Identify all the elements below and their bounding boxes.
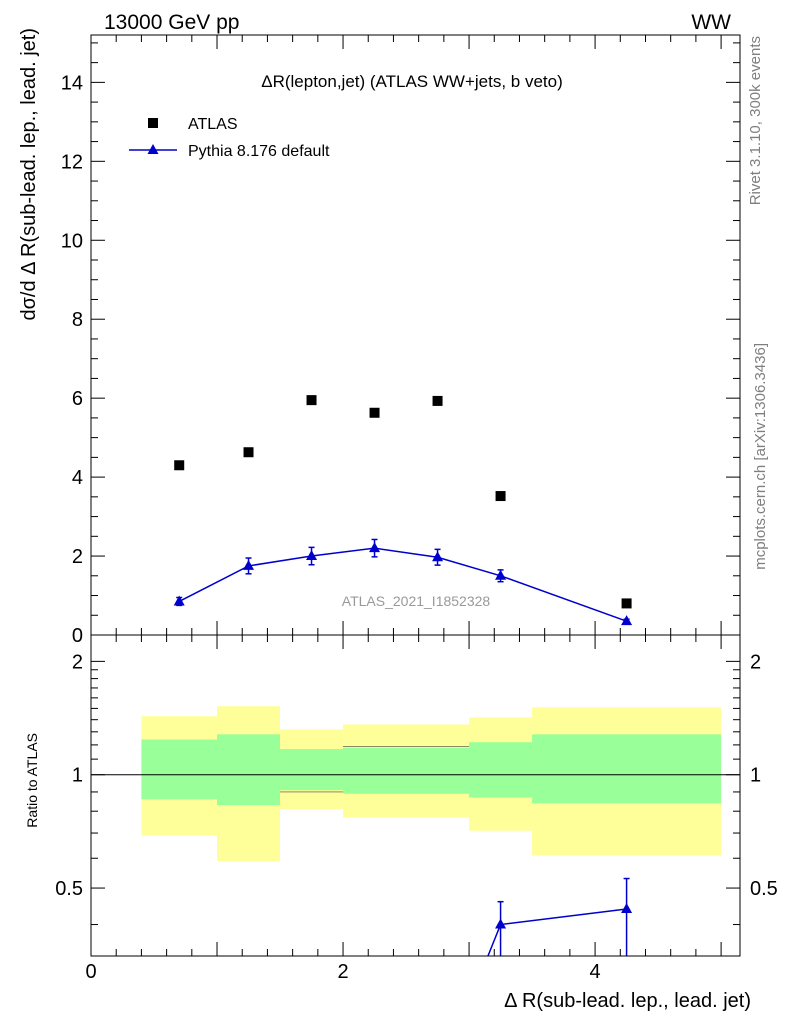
green-band: [141, 739, 218, 800]
green-band: [469, 742, 533, 798]
ratio-y-tick-label: 1: [72, 765, 83, 787]
main-y-tick-label: 8: [72, 309, 83, 331]
main-y-tick-label: 2: [72, 546, 83, 568]
watermark: ATLAS_2021_I1852328: [342, 593, 491, 609]
legend-pythia-marker: [147, 144, 159, 154]
atlas-point: [243, 447, 254, 458]
main-y-tick-label: 6: [72, 388, 83, 410]
atlas-point: [306, 395, 317, 406]
atlas-point: [369, 407, 380, 418]
ratio-pythia-point: [495, 918, 507, 929]
main-y-tick-label: 14: [61, 72, 83, 94]
ratio-bands: [91, 706, 740, 861]
pythia-point: [243, 559, 255, 570]
ratio-y-tick-label-right: 1: [750, 765, 761, 787]
ratio-pythia-point: [621, 902, 633, 913]
ratio-y-tick-label: 0.5: [55, 878, 83, 900]
y-axis-label: dσ/d Δ R(sub-lead. lep., lead. jet): [18, 28, 40, 321]
legend-atlas-marker: [148, 118, 158, 128]
green-band: [217, 734, 281, 806]
x-tick-label: 4: [590, 961, 601, 983]
pythia-point: [306, 550, 318, 561]
ratio-ticks: 0.5 0.5 1 1 2 2 0 2 4: [55, 635, 778, 983]
pythia-point: [621, 615, 633, 626]
pythia-point: [173, 595, 185, 606]
main-y-tick-label: 0: [72, 625, 83, 647]
ratio-data: [487, 877, 633, 957]
main-title: ΔR(lepton,jet) (ATLAS WW+jets, b veto): [261, 72, 563, 91]
ratio-y-tick-label-right: 2: [750, 651, 761, 673]
legend-pythia-label: Pythia 8.176 default: [188, 143, 330, 160]
atlas-point: [495, 491, 506, 502]
main-data: [173, 395, 633, 626]
ratio-frame: [90, 634, 741, 957]
x-tick-label: 0: [85, 961, 96, 983]
main-panel: 0 2 4 6 8 10 12 14 ΔR(lepton,jet) (ATLAS WW+jet…: [18, 28, 741, 647]
header-right: WW: [691, 11, 731, 34]
ratio-y-axis-label: Ratio to ATLAS: [24, 733, 40, 828]
green-band: [343, 747, 470, 794]
ratio-y-tick-label: 2: [72, 651, 83, 673]
green-band: [532, 734, 722, 804]
atlas-point: [432, 395, 443, 406]
ratio-y-tick-label-right: 0.5: [750, 878, 778, 900]
green-band: [280, 749, 344, 791]
pythia-point: [432, 551, 444, 562]
main-ticks: 0 2 4 6 8 10 12 14: [61, 35, 740, 647]
x-axis-label: Δ R(sub-lead. lep., lead. jet): [504, 990, 751, 1012]
ratio-pythia-line: [487, 908, 627, 957]
header-left: 13000 GeV pp: [104, 11, 239, 34]
legend: ATLAS Pythia 8.176 default: [129, 116, 330, 160]
rivet-label: Rivet 3.1.10, 300k events: [747, 36, 764, 205]
pythia-line: [178, 547, 627, 622]
atlas-point: [621, 598, 632, 609]
main-y-tick-label: 12: [61, 151, 83, 173]
mcplots-label: mcplots.cern.ch [arXiv:1306.3436]: [752, 343, 769, 570]
main-y-tick-label: 10: [61, 230, 83, 252]
ratio-panel: 0.5 0.5 1 1 2 2 0 2 4 Ratio to ATLAS Δ R(sub-lea…: [24, 634, 778, 1012]
main-y-tick-label: 4: [72, 467, 83, 489]
x-tick-label: 2: [337, 961, 348, 983]
atlas-point: [174, 460, 185, 471]
pythia-point: [369, 542, 381, 553]
legend-atlas-label: ATLAS: [188, 116, 238, 133]
pythia-point: [495, 569, 507, 580]
